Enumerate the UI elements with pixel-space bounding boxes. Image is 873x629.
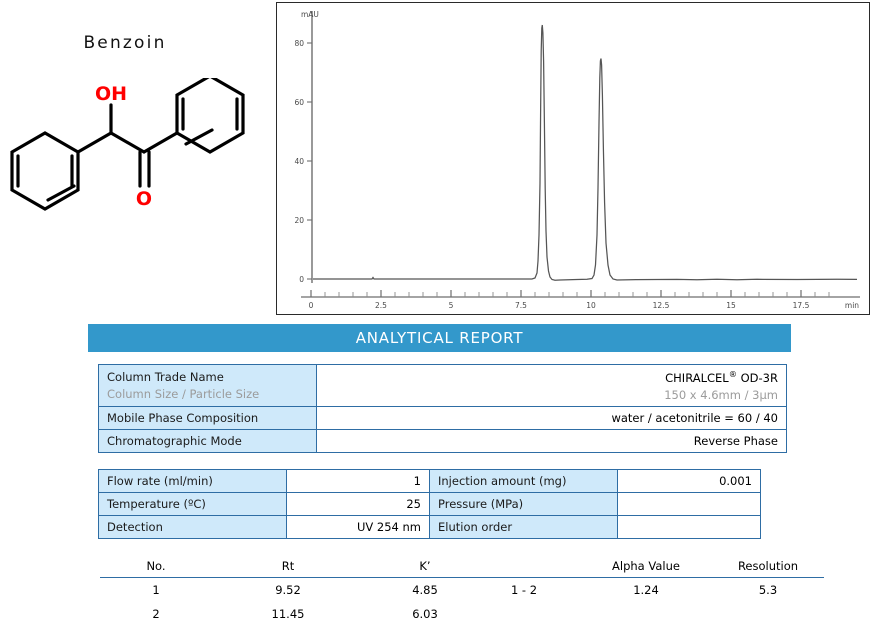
- column-trade-name-value: CHIRALCEL® OD-3R 150 x 4.6mm / 3µm: [316, 363, 787, 408]
- peak-k-value: 6.03: [412, 607, 438, 621]
- analytical-report-banner: ANALYTICAL REPORT: [88, 324, 791, 352]
- pair-value: 1 - 2: [510, 583, 538, 597]
- peak-no-value: 1: [152, 583, 160, 597]
- x-tick-label: 12.5: [653, 301, 670, 310]
- x-axis-minor-ticks: [324, 292, 830, 297]
- peak-rt-value: 11.45: [271, 607, 305, 621]
- x-tick-label: 2.5: [375, 301, 387, 310]
- x-tick-label: 10: [586, 301, 596, 310]
- table-row: Column Trade Name Column Size / Particle…: [98, 363, 787, 408]
- column-trade-name-value-primary: CHIRALCEL® OD-3R: [325, 368, 778, 387]
- table-row: Mobile Phase Composition water / acetoni…: [98, 406, 787, 431]
- x-axis-label: min: [845, 301, 859, 310]
- elution-order-label: Elution order: [429, 515, 618, 539]
- y-tick-label: 80: [294, 39, 304, 48]
- peak-k-header: K’: [364, 556, 486, 578]
- flow-rate-value: 1: [286, 469, 430, 493]
- column-parameters-table: Column Trade Name Column Size / Particle…: [98, 363, 787, 454]
- x-tick-label: 7.5: [515, 301, 527, 310]
- peak-rt-header: Rt: [212, 556, 364, 578]
- table-row: Flow rate (ml/min) 1 Injection amount (m…: [98, 469, 761, 493]
- x-tick-label: 17.5: [793, 301, 810, 310]
- y-axis-label: mAU: [301, 10, 319, 19]
- table-header-row: Alpha Value Resolution: [468, 556, 824, 578]
- peak-no-value: 2: [152, 607, 160, 621]
- y-axis-tick-labels: 0 20 40 60 80: [294, 39, 304, 284]
- detection-value: UV 254 nm: [286, 515, 430, 539]
- y-tick-label: 40: [294, 157, 304, 166]
- table-row: Temperature (ºC) 25 Pressure (MPa): [98, 492, 761, 516]
- separation-results-table: Alpha Value Resolution 1 - 2 1.24 5.3: [468, 556, 824, 602]
- report-banner-title: ANALYTICAL REPORT: [355, 329, 524, 347]
- compound-name: Benzoin: [83, 33, 167, 53]
- table-row: Detection UV 254 nm Elution order: [98, 515, 761, 539]
- injection-amount-label: Injection amount (mg): [429, 469, 618, 493]
- temperature-value: 25: [286, 492, 430, 516]
- y-axis-ticks: [307, 42, 312, 280]
- resolution-header: Resolution: [712, 556, 824, 578]
- column-trade-name-label: Column Trade Name Column Size / Particle…: [98, 363, 317, 408]
- resolution-value: 5.3: [758, 583, 778, 597]
- column-model-text: OD-3R: [736, 370, 778, 385]
- peak-no-header: No.: [100, 556, 212, 578]
- table-row: 1 - 2 1.24 5.3: [468, 578, 824, 603]
- hydroxyl-label: OH: [95, 83, 127, 105]
- elution-order-value: [617, 515, 761, 539]
- chromatogram-plot: 0 20 40 60 80 mAU: [294, 10, 860, 310]
- peak-results-table: No. Rt K’ 1 9.52 4.85 2 11.45 6.03: [100, 556, 486, 626]
- conditions-parameters-table: Flow rate (ml/min) 1 Injection amount (m…: [98, 469, 761, 539]
- table-header-row: No. Rt K’: [100, 556, 486, 578]
- alpha-value-cell: 1.24: [633, 583, 659, 597]
- pressure-label: Pressure (MPa): [429, 492, 618, 516]
- column-size-particle-size-value: 150 x 4.6mm / 3µm: [664, 387, 778, 402]
- flow-rate-label: Flow rate (ml/min): [98, 469, 287, 493]
- table-row: 2 11.45 6.03: [100, 602, 486, 626]
- peak-k-value: 4.85: [412, 583, 438, 597]
- y-tick-label: 60: [294, 98, 304, 107]
- chromatogram-trace: [313, 24, 858, 281]
- detection-label: Detection: [98, 515, 287, 539]
- pair-header: [468, 556, 580, 578]
- registered-trademark-icon: ®: [728, 369, 737, 379]
- table-row: 1 9.52 4.85: [100, 578, 486, 603]
- chromatographic-mode-value: Reverse Phase: [316, 429, 787, 454]
- x-tick-label: 0: [309, 301, 314, 310]
- y-tick-label: 20: [294, 216, 304, 225]
- temperature-label: Temperature (ºC): [98, 492, 287, 516]
- pressure-value: [617, 492, 761, 516]
- column-brand-text: CHIRALCEL: [665, 370, 729, 385]
- chromatogram-panel: 0 20 40 60 80 mAU: [276, 2, 870, 315]
- x-tick-label: 15: [726, 301, 736, 310]
- column-trade-name-primary: Column Trade Name: [107, 369, 224, 384]
- compound-structure-panel: Benzoin OH O: [0, 0, 268, 250]
- injection-amount-value: 0.001: [617, 469, 761, 493]
- peak-rt-value: 9.52: [275, 583, 301, 597]
- benzoin-structure-diagram: OH O: [10, 78, 245, 211]
- mobile-phase-label: Mobile Phase Composition: [98, 406, 317, 431]
- chromatographic-mode-label: Chromatographic Mode: [98, 429, 317, 454]
- alpha-value-header: Alpha Value: [580, 556, 712, 578]
- column-size-particle-size-label: Column Size / Particle Size: [107, 386, 260, 401]
- x-axis-major-ticks: [310, 290, 802, 297]
- mobile-phase-value: water / acetonitrile = 60 / 40: [316, 406, 787, 431]
- table-row: Chromatographic Mode Reverse Phase: [98, 429, 787, 454]
- carbonyl-oxygen-label: O: [136, 188, 152, 210]
- x-axis-tick-labels: 0 2.5 5 7.5 10 12.5 15 17.5: [309, 301, 810, 310]
- y-tick-label: 0: [299, 275, 304, 284]
- x-tick-label: 5: [449, 301, 454, 310]
